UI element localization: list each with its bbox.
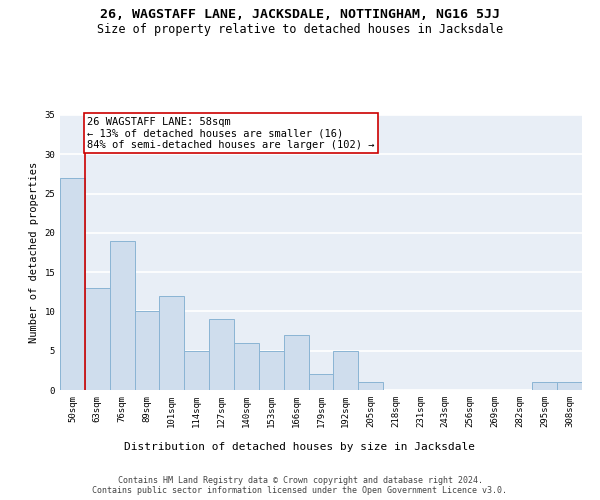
Bar [85, 288, 110, 390]
Y-axis label: Number of detached properties: Number of detached properties [29, 162, 39, 343]
Text: 26 WAGSTAFF LANE: 58sqm
← 13% of detached houses are smaller (16)
84% of semi-de: 26 WAGSTAFF LANE: 58sqm ← 13% of detache… [88, 116, 375, 150]
Text: 26, WAGSTAFF LANE, JACKSDALE, NOTTINGHAM, NG16 5JJ: 26, WAGSTAFF LANE, JACKSDALE, NOTTINGHAM… [100, 8, 500, 20]
Bar [234, 343, 259, 390]
Bar [334, 350, 358, 390]
Text: Size of property relative to detached houses in Jacksdale: Size of property relative to detached ho… [97, 22, 503, 36]
Bar [358, 382, 383, 390]
Text: Distribution of detached houses by size in Jacksdale: Distribution of detached houses by size … [125, 442, 476, 452]
Bar [557, 382, 582, 390]
Bar [308, 374, 334, 390]
Bar [209, 320, 234, 390]
Bar [259, 350, 284, 390]
Bar [60, 178, 85, 390]
Bar [160, 296, 184, 390]
Bar [184, 350, 209, 390]
Bar [284, 335, 308, 390]
Bar [110, 240, 134, 390]
Bar [134, 312, 160, 390]
Text: Contains HM Land Registry data © Crown copyright and database right 2024.
Contai: Contains HM Land Registry data © Crown c… [92, 476, 508, 495]
Bar [532, 382, 557, 390]
